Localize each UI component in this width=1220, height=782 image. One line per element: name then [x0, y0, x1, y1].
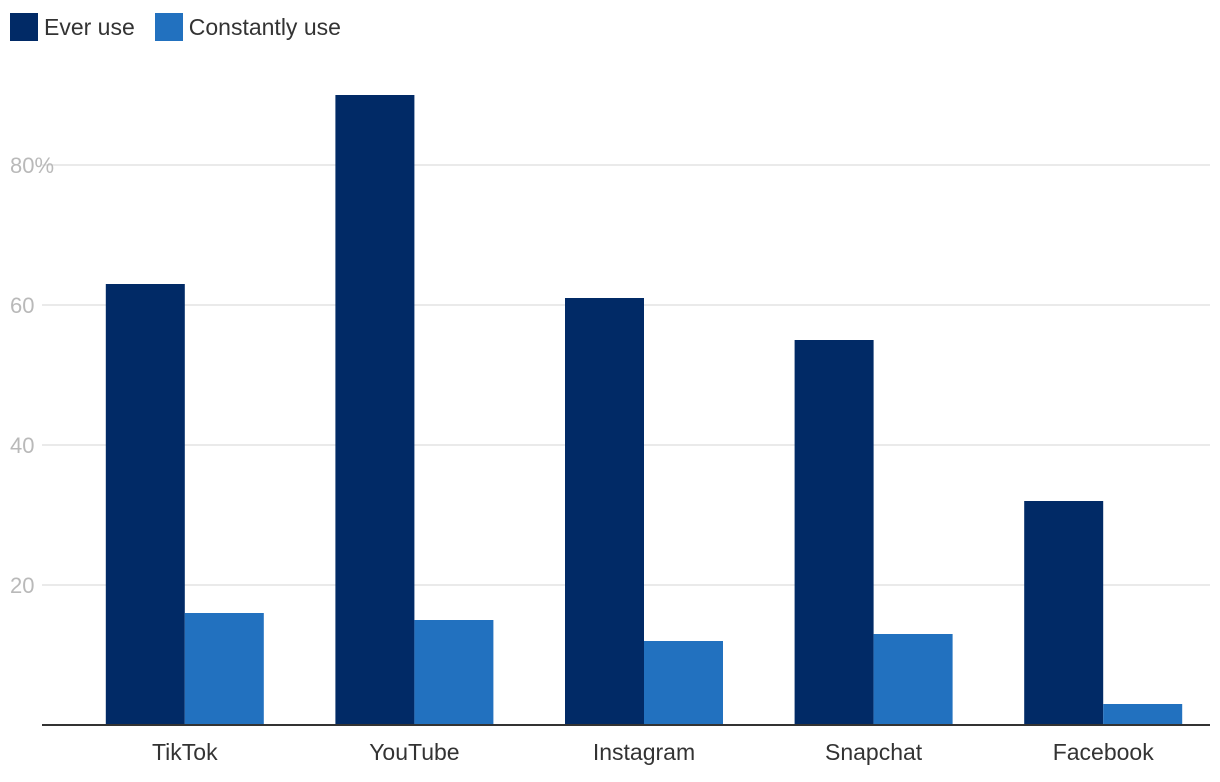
legend-item-constantly-use: Constantly use — [154, 13, 341, 41]
x-tick-label-snapchat: Snapchat — [825, 739, 923, 765]
bar-constantly-use-snapchat — [873, 634, 953, 725]
x-tick-label-instagram: Instagram — [593, 739, 695, 765]
bar-constantly-use-facebook — [1103, 704, 1183, 725]
legend-swatch-ever-use — [10, 13, 38, 41]
x-tick-label-facebook: Facebook — [1053, 739, 1155, 765]
y-tick-label-80: 80% — [10, 153, 54, 178]
legend-item-ever-use: Ever use — [10, 13, 135, 41]
bars — [105, 95, 1183, 725]
x-tick-label-tiktok: TikTok — [152, 739, 218, 765]
bar-ever-use-snapchat — [794, 340, 874, 725]
y-tick-label-60: 60 — [10, 293, 34, 318]
x-tick-label-youtube: YouTube — [369, 739, 459, 765]
legend-label-ever-use: Ever use — [44, 13, 135, 40]
axes: 20 40 60 80% TikTok YouTube Instagram Snapchat F… — [10, 153, 1210, 765]
bar-ever-use-tiktok — [105, 284, 185, 725]
bar-constantly-use-instagram — [644, 641, 723, 725]
y-tick-label-20: 20 — [10, 573, 34, 598]
bar-ever-use-facebook — [1024, 501, 1104, 725]
bar-constantly-use-youtube — [414, 620, 494, 725]
bar-ever-use-instagram — [565, 298, 644, 725]
bar-constantly-use-tiktok — [184, 613, 264, 725]
bar-ever-use-youtube — [335, 95, 415, 725]
chart-legend: Ever use Constantly use — [10, 13, 341, 41]
legend-swatch-constantly-use — [154, 13, 183, 41]
legend-label-constantly-use: Constantly use — [188, 13, 341, 40]
y-tick-label-40: 40 — [10, 433, 34, 458]
